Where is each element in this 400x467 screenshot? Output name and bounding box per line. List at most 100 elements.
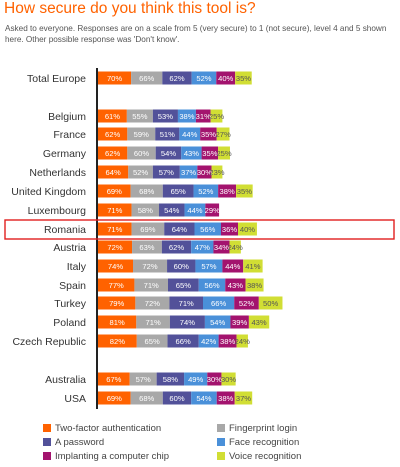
data-label: 60% bbox=[134, 149, 149, 158]
bar-segment bbox=[152, 165, 180, 179]
legend-swatch bbox=[217, 424, 225, 432]
data-label: 72% bbox=[145, 299, 160, 308]
bar-segment bbox=[222, 259, 244, 273]
bar-segment bbox=[164, 222, 195, 236]
data-label: 42% bbox=[201, 337, 216, 346]
bar-segment bbox=[129, 372, 157, 386]
data-label: 72% bbox=[107, 243, 122, 252]
data-label: 59% bbox=[134, 130, 149, 139]
data-label: 43% bbox=[184, 149, 199, 158]
bar-segment bbox=[221, 372, 236, 386]
chart-subtitle: Asked to everyone. Responses are on a sc… bbox=[5, 24, 387, 44]
bar-segment bbox=[167, 334, 199, 348]
bar-segment bbox=[194, 222, 221, 236]
legend-label: Implanting a computer chip bbox=[55, 451, 169, 462]
bar-segment bbox=[167, 259, 196, 273]
data-label: 30% bbox=[197, 168, 212, 177]
bar-segment bbox=[218, 184, 237, 198]
bar-segment bbox=[184, 372, 208, 386]
data-label: 57% bbox=[136, 375, 151, 384]
data-label: 62% bbox=[105, 130, 120, 139]
category-label: Belgium bbox=[48, 111, 86, 123]
bar-segment bbox=[127, 146, 156, 160]
bar-segment bbox=[230, 315, 249, 329]
data-label: 39% bbox=[232, 318, 247, 327]
data-label: 24% bbox=[228, 243, 243, 252]
bar-segment bbox=[191, 391, 217, 405]
data-label: 81% bbox=[110, 318, 125, 327]
bar-segment bbox=[216, 71, 236, 85]
data-label: 68% bbox=[139, 394, 154, 403]
category-label: Australia bbox=[45, 374, 86, 386]
bar-segment bbox=[127, 127, 156, 141]
bar-segment bbox=[155, 127, 180, 141]
data-label: 51% bbox=[160, 130, 175, 139]
bar-segment bbox=[168, 278, 199, 292]
bar-segment bbox=[132, 240, 162, 254]
data-label: 66% bbox=[176, 337, 191, 346]
data-label: 66% bbox=[139, 74, 154, 83]
data-label: 60% bbox=[174, 262, 189, 271]
data-label: 35% bbox=[236, 74, 251, 83]
data-label: 82% bbox=[110, 337, 125, 346]
bar-segment bbox=[98, 372, 130, 386]
bar-segment bbox=[98, 184, 131, 198]
bar-segment bbox=[229, 240, 241, 254]
data-label: 52% bbox=[198, 187, 213, 196]
bar-segment bbox=[98, 222, 132, 236]
data-label: 55% bbox=[132, 112, 147, 121]
data-label: 52% bbox=[196, 74, 211, 83]
data-label: 29% bbox=[205, 206, 220, 215]
bar-segment bbox=[179, 165, 198, 179]
category-label: Poland bbox=[53, 317, 86, 329]
category-label: Total Europe bbox=[27, 73, 86, 85]
data-label: 62% bbox=[169, 74, 184, 83]
bar-segment bbox=[156, 372, 185, 386]
bar-segment bbox=[98, 146, 128, 160]
data-label: 50% bbox=[263, 299, 278, 308]
bar-segment bbox=[235, 71, 252, 85]
data-label: 30% bbox=[207, 375, 222, 384]
bar-segment bbox=[128, 165, 153, 179]
bar-segment bbox=[191, 240, 214, 254]
bar-segment bbox=[225, 278, 246, 292]
bar-segment bbox=[179, 127, 201, 141]
data-label: 38% bbox=[218, 394, 233, 403]
bar-segment bbox=[207, 372, 222, 386]
highlight-box bbox=[4, 219, 395, 240]
data-label: 43% bbox=[228, 281, 243, 290]
category-label: France bbox=[53, 129, 86, 141]
bar-segment bbox=[193, 184, 219, 198]
data-label: 38% bbox=[220, 187, 235, 196]
data-label: 67% bbox=[106, 375, 121, 384]
data-label: 35% bbox=[202, 149, 217, 158]
legend-swatch bbox=[43, 438, 51, 446]
bar-segment bbox=[216, 127, 230, 141]
bar-segment bbox=[98, 165, 129, 179]
bar-segment bbox=[177, 109, 196, 123]
data-label: 71% bbox=[144, 281, 159, 290]
data-label: 35% bbox=[201, 130, 216, 139]
data-label: 49% bbox=[188, 375, 203, 384]
data-label: 60% bbox=[169, 394, 184, 403]
bar-segment bbox=[133, 259, 168, 273]
category-label: Austria bbox=[53, 242, 86, 254]
data-label: 56% bbox=[200, 225, 215, 234]
category-label: Spain bbox=[59, 280, 86, 292]
data-label: 64% bbox=[106, 168, 121, 177]
bar-segment bbox=[197, 165, 212, 179]
data-label: 25% bbox=[209, 112, 224, 121]
legend-swatch bbox=[43, 424, 51, 432]
data-label: 44% bbox=[187, 206, 202, 215]
category-label: Turkey bbox=[54, 298, 86, 310]
data-label: 69% bbox=[107, 394, 122, 403]
data-label: 38% bbox=[247, 281, 262, 290]
bar-segment bbox=[136, 334, 168, 348]
bar-segment bbox=[130, 184, 163, 198]
data-label: 77% bbox=[109, 281, 124, 290]
legend-label: Voice recognition bbox=[229, 451, 301, 462]
data-label: 54% bbox=[161, 149, 176, 158]
bar-segment bbox=[155, 146, 182, 160]
bar-segment bbox=[98, 203, 132, 217]
